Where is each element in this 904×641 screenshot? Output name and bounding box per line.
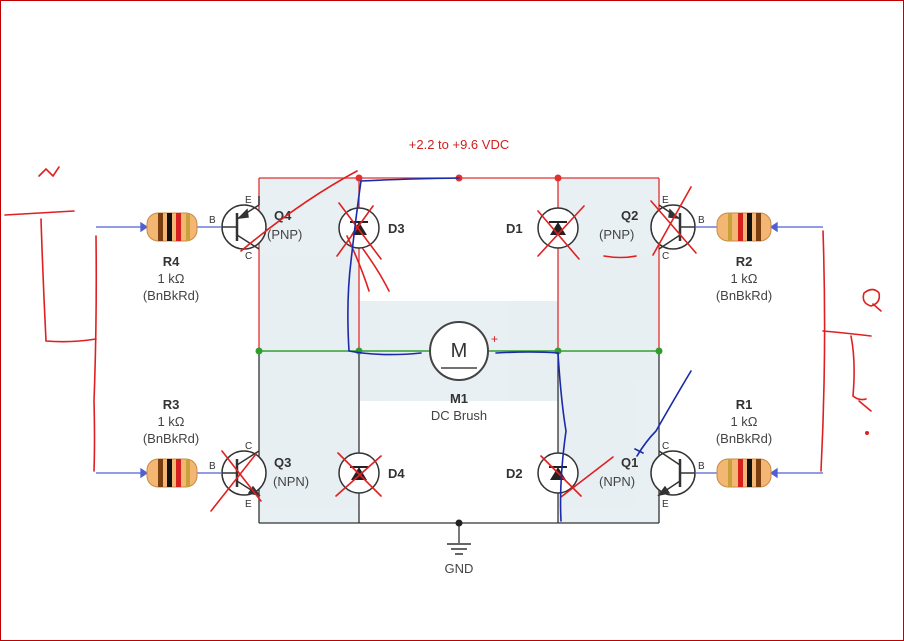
r2-id: R2 — [736, 254, 753, 269]
r2-code: (BnBkRd) — [716, 288, 772, 303]
q1-type: (NPN) — [599, 474, 635, 489]
svg-text:C: C — [245, 251, 252, 262]
svg-text:C: C — [662, 251, 669, 262]
svg-text:C: C — [245, 441, 252, 452]
r1-id: R1 — [736, 397, 753, 412]
svg-text:B: B — [209, 461, 216, 472]
ground-label: GND — [445, 561, 474, 576]
d4-label: D4 — [388, 466, 405, 481]
svg-text:B: B — [698, 461, 705, 472]
input-wires — [96, 221, 823, 479]
pin-labels: B E C B C E B E C B C E — [209, 195, 705, 510]
q1-id: Q1 — [621, 455, 638, 470]
motor-name: M1 — [450, 391, 468, 406]
svg-text:B: B — [698, 215, 705, 226]
r3-code: (BnBkRd) — [143, 431, 199, 446]
motor-symbol — [429, 321, 489, 381]
ground-junction — [455, 519, 463, 527]
blue-annotations — [347, 177, 692, 522]
diode-d3 — [338, 207, 380, 249]
r4-id: R4 — [163, 254, 180, 269]
ground-symbol — [447, 543, 471, 555]
r2-value: 1 kΩ — [730, 271, 757, 286]
svg-text:E: E — [662, 195, 669, 206]
r3-id: R3 — [163, 397, 180, 412]
d3-label: D3 — [388, 221, 405, 236]
transistor-q4 — [221, 196, 267, 250]
d1-label: D1 — [506, 221, 523, 236]
q4-id: Q4 — [274, 208, 292, 223]
diode-d1 — [537, 207, 579, 249]
motor-symbol-label: M — [451, 340, 468, 362]
red-annotations — [4, 166, 882, 512]
r1-value: 1 kΩ — [730, 414, 757, 429]
svg-text:C: C — [662, 441, 669, 452]
d2-label: D2 — [506, 466, 523, 481]
svg-text:E: E — [245, 499, 252, 510]
transistor-q1 — [650, 450, 696, 497]
supply-label: +2.2 to +9.6 VDC — [409, 137, 509, 152]
r4-value: 1 kΩ — [157, 271, 184, 286]
motor-type: DC Brush — [431, 408, 487, 423]
q2-type: (PNP) — [599, 227, 634, 242]
resistor-r4 — [146, 212, 198, 242]
resistor-r2 — [716, 212, 772, 242]
r1-code: (BnBkRd) — [716, 431, 772, 446]
q4-type: (PNP) — [267, 227, 302, 242]
q3-type: (NPN) — [273, 474, 309, 489]
motor-polarity: + — [491, 332, 498, 346]
svg-text:E: E — [245, 195, 252, 206]
r3-value: 1 kΩ — [157, 414, 184, 429]
svg-text:E: E — [662, 499, 669, 510]
q3-id: Q3 — [274, 455, 291, 470]
r4-code: (BnBkRd) — [143, 288, 199, 303]
q2-id: Q2 — [621, 208, 638, 223]
svg-text:B: B — [209, 215, 216, 226]
resistor-r3 — [146, 458, 198, 488]
resistor-r1 — [716, 458, 772, 488]
